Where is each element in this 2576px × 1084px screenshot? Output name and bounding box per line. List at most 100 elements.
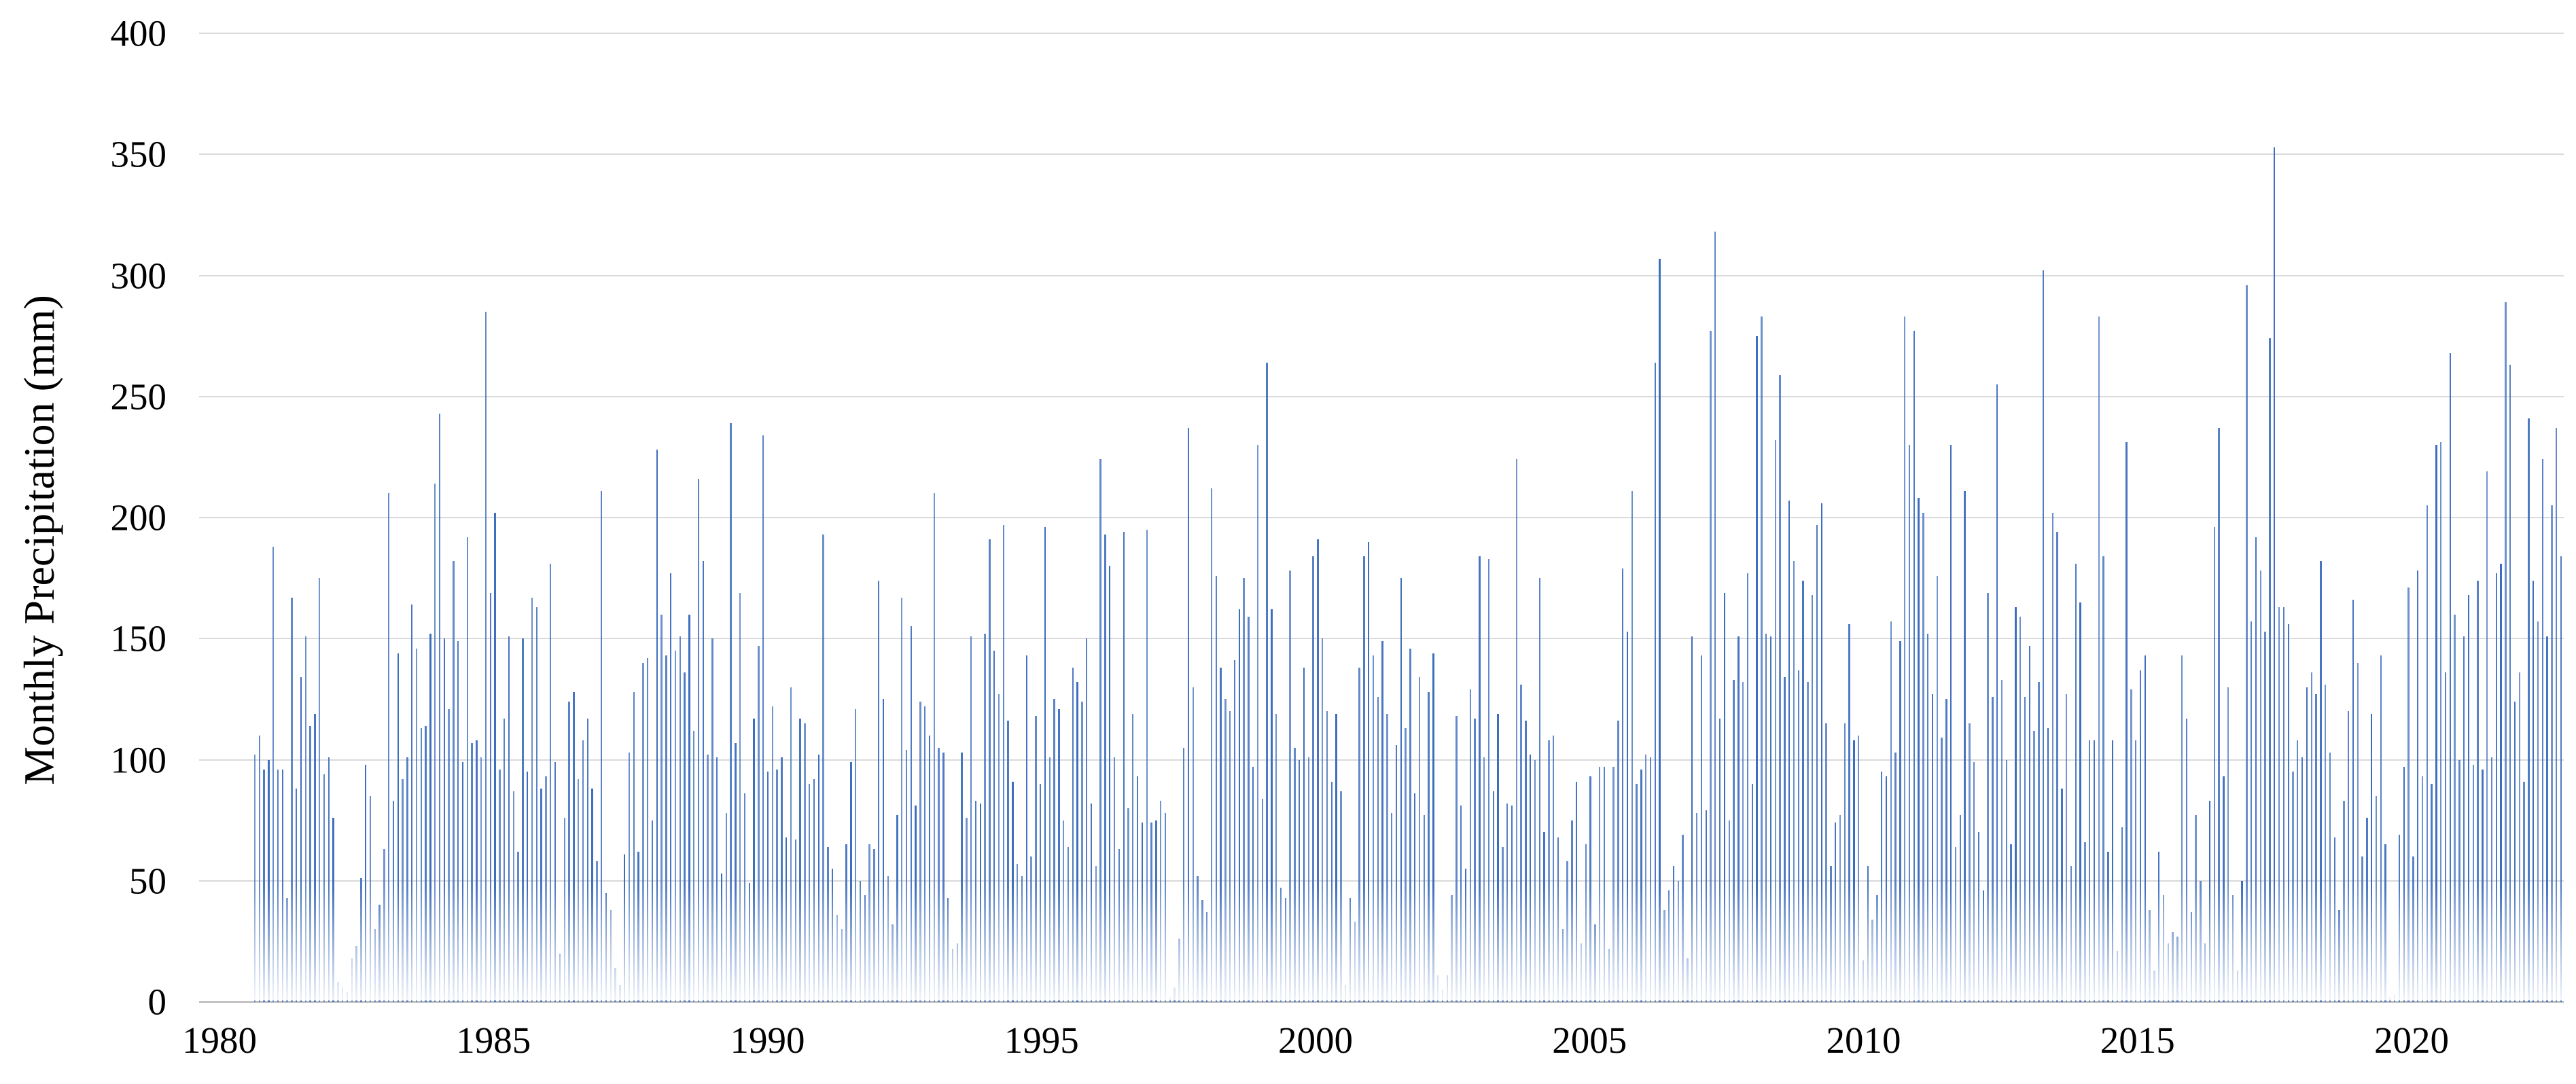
bar-month-93 xyxy=(684,672,686,1002)
bar-month-208 xyxy=(1215,575,1217,1002)
bar-month-386 xyxy=(2038,682,2040,1002)
bar-month-381 xyxy=(2015,607,2017,1002)
bar-month-112 xyxy=(771,706,773,1002)
bar-month-455 xyxy=(2357,662,2359,1002)
bar-month-81 xyxy=(628,752,631,1002)
bar-month-263 xyxy=(1469,689,1471,1002)
bar-month-424 xyxy=(2213,527,2216,1002)
bar-month-488 xyxy=(2509,365,2511,1002)
bar-month-329 xyxy=(1774,439,1776,1002)
bar-month-365 xyxy=(1941,738,1943,1002)
bar-month-321 xyxy=(1737,636,1740,1002)
bar-month-225 xyxy=(1294,747,1296,1002)
bar-month-116 xyxy=(790,687,792,1002)
bar-month-224 xyxy=(1289,571,1291,1002)
bar-month-232 xyxy=(1326,711,1328,1002)
bar-month-173 xyxy=(1053,699,1055,1002)
bar-month-432 xyxy=(2251,621,2253,1002)
bar-month-273 xyxy=(1515,459,1518,1002)
bar-month-437 xyxy=(2274,147,2276,1002)
bar-month-449 xyxy=(2329,752,2331,1002)
bar-month-141 xyxy=(905,750,908,1002)
bar-month-389 xyxy=(2051,512,2053,1002)
bar-month-43 xyxy=(453,561,455,1002)
bar-month-226 xyxy=(1298,759,1301,1002)
y-gridline-300 xyxy=(199,274,2564,276)
bar-month-433 xyxy=(2255,537,2257,1002)
bar-month-6 xyxy=(281,769,283,1002)
bar-month-367 xyxy=(1949,445,1952,1002)
bar-month-5 xyxy=(277,769,279,1002)
bar-month-318 xyxy=(1723,592,1726,1002)
bar-month-465 xyxy=(2403,767,2405,1002)
y-gridline-150 xyxy=(199,638,2564,640)
bar-month-35 xyxy=(415,648,418,1002)
bar-month-483 xyxy=(2486,471,2488,1002)
bar-month-100 xyxy=(716,757,718,1002)
bar-month-482 xyxy=(2482,769,2484,1002)
bar-month-383 xyxy=(2024,696,2026,1002)
bar-month-241 xyxy=(1367,541,1370,1002)
bar-month-219 xyxy=(1266,362,1268,1002)
bar-month-95 xyxy=(692,730,695,1002)
bar-month-364 xyxy=(1936,575,1938,1002)
bar-month-44 xyxy=(457,640,459,1002)
bar-month-239 xyxy=(1358,668,1360,1002)
bar-month-384 xyxy=(2028,645,2030,1002)
bar-month-177 xyxy=(1072,668,1074,1002)
bar-month-372 xyxy=(1973,762,1975,1002)
bar-month-447 xyxy=(2320,561,2322,1002)
bar-month-330 xyxy=(1779,374,1781,1002)
bar-month-431 xyxy=(2246,285,2248,1002)
bar-month-14 xyxy=(319,578,321,1002)
bar-month-407 xyxy=(2135,740,2137,1002)
bar-month-190 xyxy=(1132,713,1134,1002)
bar-month-155 xyxy=(970,636,972,1002)
bar-month-327 xyxy=(1765,634,1767,1002)
bar-month-315 xyxy=(1710,331,1712,1002)
bar-month-55 xyxy=(508,636,510,1002)
x-tick-label-1980: 1980 xyxy=(182,1019,257,1061)
bar-month-332 xyxy=(1788,501,1790,1002)
bar-month-370 xyxy=(1964,490,1966,1002)
bar-month-392 xyxy=(2066,694,2068,1002)
bar-month-75 xyxy=(600,490,603,1002)
bar-month-472 xyxy=(2435,445,2437,1002)
bar-month-460 xyxy=(2380,655,2382,1002)
bar-month-336 xyxy=(1807,682,1809,1002)
bar-month-71 xyxy=(582,740,584,1002)
bar-month-490 xyxy=(2518,672,2520,1002)
bar-month-477 xyxy=(2458,759,2460,1002)
bar-month-33 xyxy=(406,757,408,1002)
bar-month-97 xyxy=(702,561,704,1002)
bar-month-395 xyxy=(2079,602,2081,1002)
bar-month-375 xyxy=(1987,592,1989,1002)
bar-month-454 xyxy=(2352,600,2354,1002)
bar-month-146 xyxy=(928,735,931,1002)
bar-month-356 xyxy=(1899,640,1901,1002)
bar-month-49 xyxy=(480,757,482,1002)
bar-month-16 xyxy=(328,757,330,1002)
bar-month-379 xyxy=(2005,759,2007,1002)
bar-month-47 xyxy=(471,742,473,1002)
bar-month-122 xyxy=(817,755,819,1002)
bar-month-363 xyxy=(1931,694,1934,1002)
bar-month-480 xyxy=(2472,764,2474,1002)
bar-month-88 xyxy=(660,614,663,1002)
bar-month-405 xyxy=(2125,442,2128,1002)
bar-month-37 xyxy=(425,725,427,1002)
bar-month-294 xyxy=(1612,767,1615,1002)
bar-month-378 xyxy=(2000,679,2003,1002)
bar-month-371 xyxy=(1969,723,1971,1002)
bar-month-113 xyxy=(776,769,778,1002)
bar-month-40 xyxy=(438,413,441,1002)
bar-month-296 xyxy=(1622,568,1624,1002)
bar-month-385 xyxy=(2033,730,2035,1002)
bar-month-221 xyxy=(1275,713,1277,1002)
bar-month-172 xyxy=(1048,757,1051,1002)
bar-month-34 xyxy=(411,604,413,1002)
bar-month-72 xyxy=(586,718,588,1002)
bar-month-140 xyxy=(901,597,903,1002)
bar-month-417 xyxy=(2181,655,2183,1002)
bar-month-295 xyxy=(1617,721,1619,1002)
